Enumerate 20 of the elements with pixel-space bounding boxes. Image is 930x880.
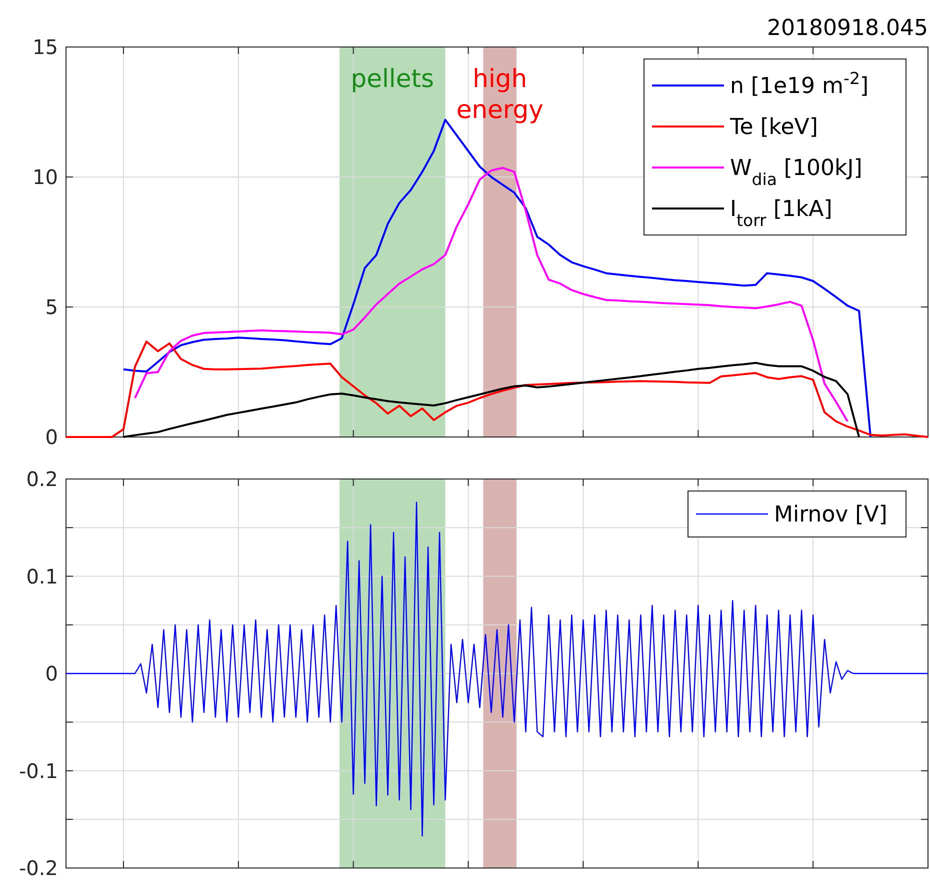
y-tick-label: 0 (45, 662, 58, 686)
legend-label: W$_{dia}$ [100kJ] (730, 156, 862, 189)
line-series (122, 362, 860, 438)
line-series (65, 340, 929, 438)
y-tick-label: 10 (32, 165, 58, 189)
chart-title: 20180918.045 (767, 16, 928, 41)
legend-label: Te [keV] (729, 115, 818, 140)
legend-label: n [1e19 m$^{-2}$] (730, 68, 869, 100)
y-tick-label: 0.1 (26, 564, 58, 588)
y-tick-label: 5 (45, 295, 58, 319)
annotation: pellets (350, 64, 434, 93)
y-tick-label: 15 (32, 35, 58, 59)
legend-label: Mirnov [V] (774, 502, 888, 528)
y-tick-label: -0.2 (18, 856, 58, 880)
y-tick-label: 0.2 (26, 467, 58, 491)
legend-label: I$_{torr}$ [1kA] (730, 197, 832, 230)
line-series (65, 502, 929, 837)
annotation: high energy (456, 64, 544, 124)
y-tick-label: -0.1 (18, 758, 58, 783)
y-tick-label: 0 (45, 425, 58, 449)
